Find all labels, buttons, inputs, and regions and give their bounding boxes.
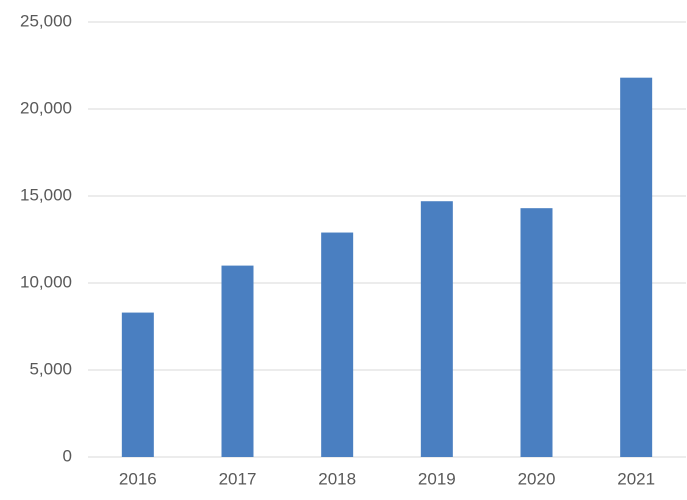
bar	[221, 265, 254, 457]
x-tick-label: 2017	[219, 469, 257, 488]
y-tick-label: 0	[63, 446, 72, 465]
bar	[420, 201, 453, 457]
y-tick-label: 15,000	[20, 185, 72, 204]
bar	[121, 312, 154, 457]
x-tick-label: 2021	[617, 469, 655, 488]
y-tick-label: 10,000	[20, 272, 72, 291]
x-tick-label: 2020	[518, 469, 556, 488]
x-tick-label: 2019	[418, 469, 456, 488]
bar	[520, 208, 553, 457]
x-tick-label: 2016	[119, 469, 157, 488]
y-tick-label: 20,000	[20, 98, 72, 117]
y-tick-label: 5,000	[29, 359, 72, 378]
y-tick-label: 25,000	[20, 11, 72, 30]
x-tick-label: 2018	[318, 469, 356, 488]
bar	[620, 77, 653, 458]
bar	[321, 232, 354, 457]
